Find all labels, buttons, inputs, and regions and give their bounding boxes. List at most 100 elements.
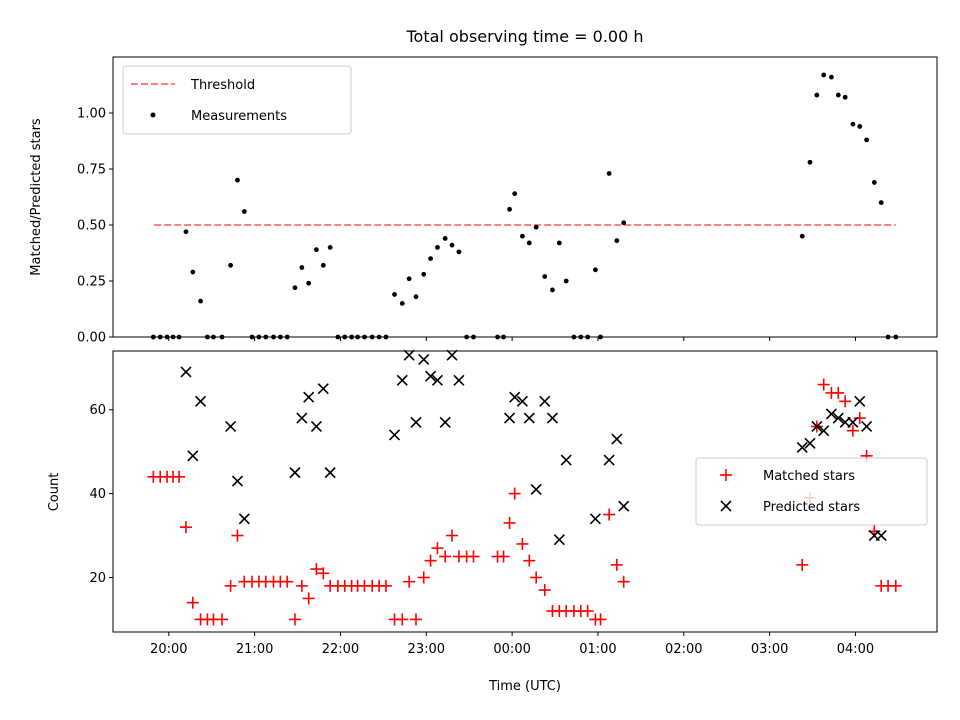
predicted-star-point [446, 349, 458, 361]
predicted-star-point [832, 412, 844, 424]
x-tick-label: 22:00 [322, 642, 359, 657]
measurement-point [406, 276, 412, 282]
x-tick-label: 21:00 [236, 642, 273, 657]
predicted-star-point [825, 408, 837, 420]
measurement-point [821, 72, 827, 78]
predicted-star-point [225, 420, 237, 433]
bottom-axes-frame [112, 350, 938, 633]
matched-star-point [179, 521, 192, 534]
measurement-point [878, 200, 884, 206]
measurement-point [392, 292, 397, 297]
bottom-legend: Matched stars Predicted stars [695, 457, 928, 526]
matched-star-point [295, 579, 308, 592]
matched-star-point [594, 613, 607, 626]
predicted-star-point [854, 395, 866, 407]
predicted-star-point [410, 416, 422, 428]
measurement-point [520, 233, 525, 239]
matched-star-point [231, 529, 244, 542]
predicted-star-point [439, 416, 451, 428]
measurement-point [807, 159, 813, 165]
predicted-star-point [187, 450, 199, 462]
matched-star-point [173, 470, 186, 483]
measurement-point [814, 92, 820, 98]
predicted-star-point [396, 374, 408, 386]
matched-star-point [467, 550, 480, 563]
measurement-point [449, 242, 455, 248]
measurement-point [435, 245, 440, 250]
measurement-point [871, 180, 877, 185]
measurement-point [507, 206, 512, 212]
x-tick-label: 04:00 [837, 642, 874, 657]
predicted-star-point [796, 441, 808, 454]
predicted-star-point [231, 475, 244, 487]
predicted-star-point [388, 429, 401, 441]
measurement-point [413, 294, 419, 300]
measurement-point [235, 177, 240, 183]
predicted-star-point [603, 454, 615, 466]
measurement-point [829, 74, 834, 80]
matched-star-point [281, 575, 294, 588]
predicted-star-point [180, 366, 192, 378]
predicted-star-point [503, 412, 516, 424]
matched-star-point [446, 529, 459, 542]
x-tick-label: 01:00 [579, 642, 616, 657]
predicted-star-point [403, 349, 415, 361]
matched-star-point [523, 554, 536, 567]
measurement-point [850, 121, 856, 127]
measurement-point [198, 298, 203, 304]
matched-star-point [846, 424, 859, 437]
predicted-star-point [818, 425, 830, 437]
matched-star-point [224, 579, 237, 592]
matched-star-point [508, 487, 521, 500]
measurement-point [306, 280, 312, 286]
predicted-star-point [238, 513, 250, 525]
predicted-star-point [310, 420, 322, 433]
predicted-star-point [875, 529, 887, 542]
matched-star-point [417, 571, 430, 584]
matched-star-point [396, 613, 409, 626]
top-panel: 0.00 0.25 0.50 0.75 1.00 Matched/Predicted s… [29, 56, 938, 346]
y-tick-label: 0.50 [77, 219, 106, 234]
measurement-point [428, 256, 433, 261]
x-tick-label: 20:00 [150, 642, 187, 657]
predicted-star-point [530, 483, 542, 495]
predicted-star-point [523, 412, 535, 424]
legend-measurements-swatch [150, 112, 156, 118]
measurement-point [320, 262, 326, 268]
measurement-point [621, 220, 627, 226]
predicted-star-point [618, 500, 630, 512]
measurement-point [542, 274, 548, 279]
measurement-point [857, 124, 863, 129]
measurement-point [228, 262, 233, 268]
bottom-y-axis: 20 40 60 [89, 403, 113, 586]
matched-star-point [431, 542, 444, 555]
measurement-point [299, 265, 305, 270]
legend-matched-label: Matched stars [763, 469, 855, 484]
predicted-star-point [811, 420, 823, 433]
matched-star-point [439, 550, 452, 563]
measurement-point [592, 267, 598, 273]
x-tick-label: 23:00 [408, 642, 445, 657]
measurement-point [835, 92, 841, 98]
y-tick-label: 0.00 [77, 331, 106, 346]
matched-star-point [839, 395, 852, 408]
matched-star-point [832, 386, 845, 399]
measurement-point [526, 240, 532, 246]
matched-star-point [853, 412, 866, 425]
top-y-axis: 0.00 0.25 0.50 0.75 1.00 [77, 107, 113, 346]
predicted-star-point [296, 412, 308, 424]
measurement-point [563, 278, 569, 284]
y-tick-label: 0.25 [77, 275, 106, 290]
top-y-axis-label: Matched/Predicted stars [29, 118, 44, 276]
measurement-point [799, 233, 805, 239]
legend-predicted-label: Predicted stars [763, 500, 860, 515]
bottom-x-axis: 20:00 21:00 22:00 23:00 00:00 01:00 02:00 03:00… [150, 632, 874, 657]
matched-star-point [186, 596, 199, 609]
predicted-star-point [553, 534, 565, 546]
top-plot-area [150, 72, 899, 340]
matched-star-point [216, 613, 229, 626]
measurement-point [421, 271, 427, 277]
x-tick-label: 00:00 [493, 642, 530, 657]
chart-title: Total observing time = 0.00 h [405, 27, 643, 46]
